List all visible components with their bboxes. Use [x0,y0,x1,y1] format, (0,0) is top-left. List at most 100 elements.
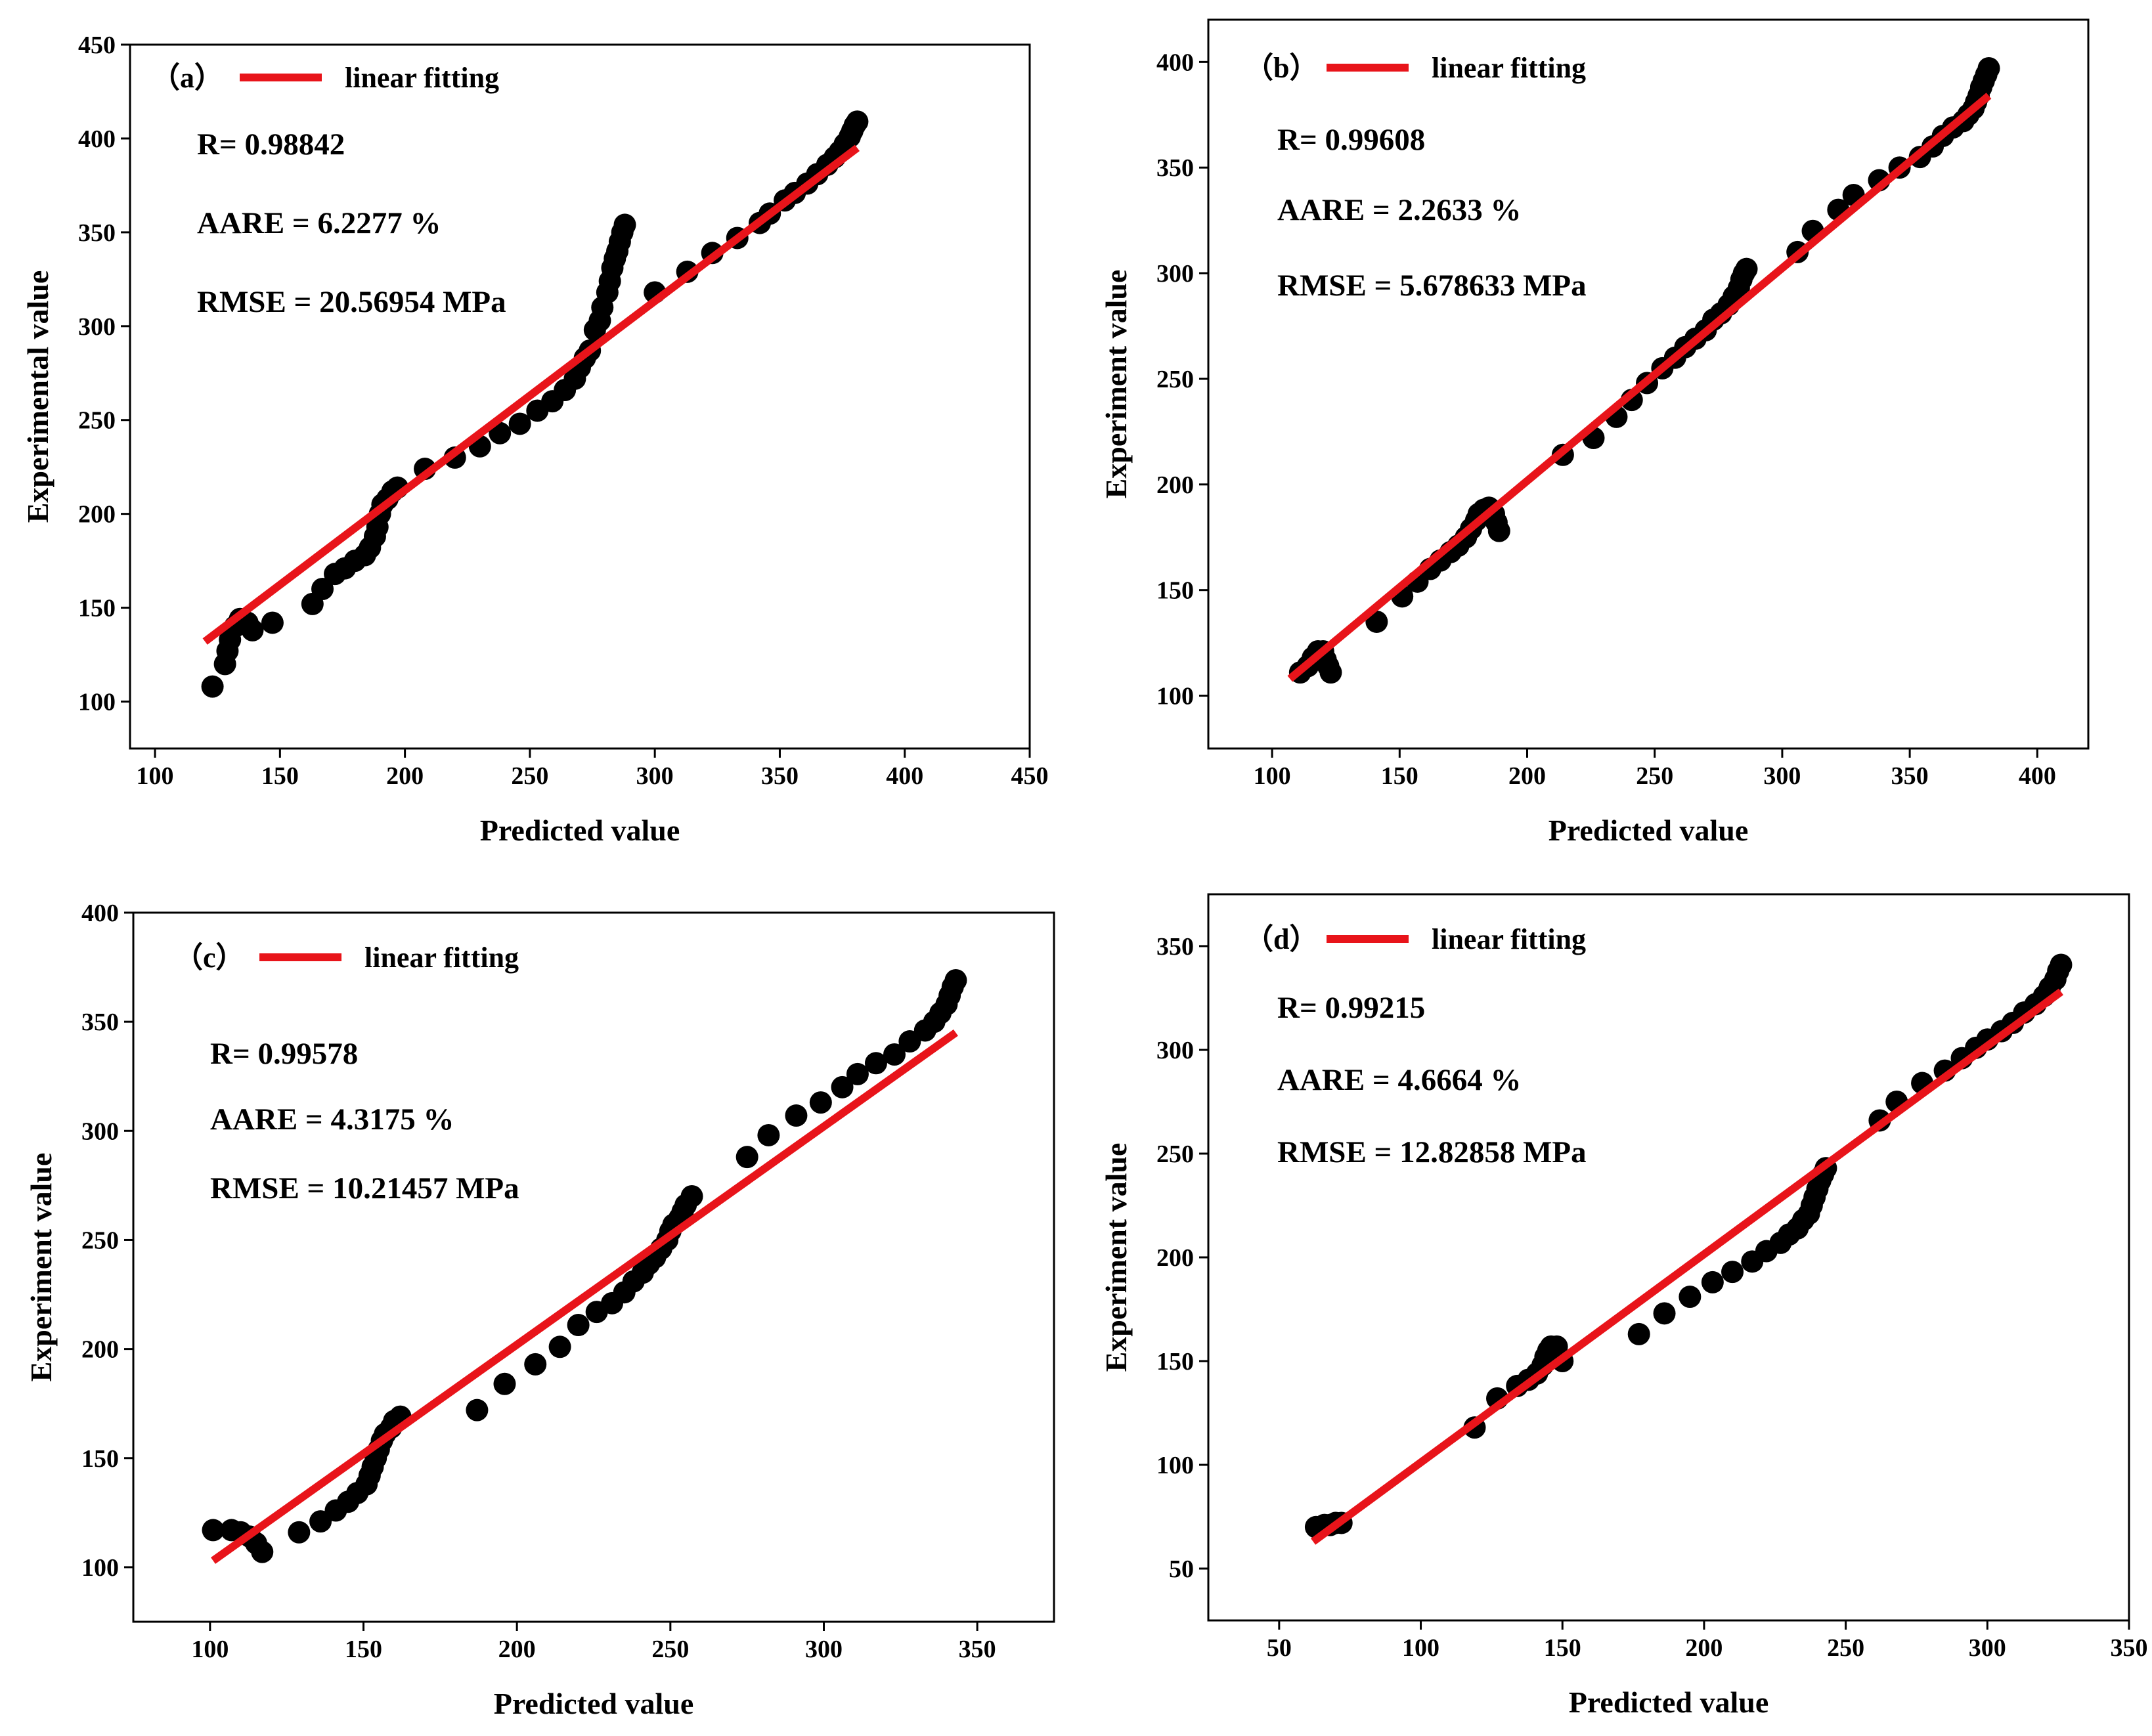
data-point [567,1314,590,1337]
y-tick-label: 150 [78,595,116,622]
y-axis-title: Experiment value [24,1153,58,1382]
y-tick-label: 100 [1156,1452,1194,1479]
x-tick-label: 450 [1011,762,1049,790]
x-tick-label: 100 [191,1636,229,1663]
legend-label: linear fitting [1432,52,1586,84]
data-point [1653,1302,1676,1325]
y-tick-label: 200 [1156,1244,1194,1272]
x-tick-label: 300 [1969,1634,2006,1662]
stat-rmse: RMSE = 12.82858 MPa [1277,1135,1587,1169]
y-tick-label: 200 [1156,471,1194,499]
x-tick-label: 300 [636,762,674,790]
stat-r: R= 0.98842 [197,127,345,162]
y-axis-title: Experiment value [1099,1143,1133,1372]
data-point [311,578,334,601]
y-tick-label: 300 [1156,1037,1194,1064]
y-tick-label: 300 [1156,260,1194,288]
y-tick-label: 250 [81,1226,119,1254]
x-tick-label: 200 [386,762,424,790]
x-tick-label: 250 [1636,762,1673,790]
panel-label: （a） [151,62,223,94]
data-point [288,1521,311,1544]
data-point [785,1104,808,1127]
data-point [508,412,531,435]
chart-panel-a: 100 150 200 250 300 350 400 450 100 150 200 250 300 3… [21,32,1049,847]
stat-rmse: RMSE = 10.21457 MPa [210,1171,519,1205]
chart-panel-d: 50 100 150 200 250 300 350 50 100 150 200 250 300 350… [1099,893,2148,1719]
x-tick-label: 400 [886,762,923,790]
stat-aare: AARE = 2.2633 % [1277,193,1521,227]
y-tick-label: 100 [78,689,116,716]
x-axis-title: Predicted value [494,1687,693,1720]
x-tick-label: 250 [651,1636,689,1663]
stat-aare: AARE = 4.3175 % [210,1102,454,1137]
x-tick-label: 50 [1267,1634,1292,1662]
y-tick-label: 400 [78,125,116,153]
y-tick-label: 200 [81,1336,119,1364]
y-tick-label: 400 [81,900,119,927]
data-point [251,1540,274,1563]
x-axis-title: Predicted value [480,814,680,847]
y-axis-title: Experimental value [21,271,55,523]
data-point [489,422,512,445]
data-point [1679,1286,1702,1309]
stat-r: R= 0.99578 [210,1037,358,1071]
x-axis-title: Predicted value [1548,814,1748,847]
x-tick-label: 350 [761,762,799,790]
data-point [680,1185,703,1207]
y-tick-label: 150 [1156,577,1194,605]
panel-label: （b） [1244,52,1318,84]
data-point [846,1062,869,1085]
x-tick-label: 150 [1544,1634,1581,1662]
x-tick-label: 350 [1891,762,1929,790]
data-point [944,969,967,992]
y-tick-label: 350 [1156,154,1194,182]
y-tick-label: 450 [78,32,116,59]
data-point [809,1091,832,1114]
data-point [1735,257,1758,280]
data-point [201,675,224,698]
y-tick-label: 300 [78,313,116,341]
y-tick-label: 350 [1156,933,1194,961]
y-axis-title: Experiment value [1099,270,1133,499]
x-tick-label: 200 [498,1636,536,1663]
stat-rmse: RMSE = 5.678633 MPa [1277,269,1587,303]
x-axis-title: Predicted value [1569,1685,1768,1719]
data-point [466,1399,489,1421]
y-tick-label: 50 [1169,1555,1194,1583]
fit-line [211,1029,958,1564]
data-point [261,611,284,634]
data-point [1701,1270,1724,1293]
x-tick-label: 100 [1402,1634,1439,1662]
data-point [493,1372,516,1395]
data-point [736,1146,758,1169]
x-tick-label: 100 [1254,762,1291,790]
x-tick-label: 250 [1827,1634,1864,1662]
y-tick-label: 150 [1156,1348,1194,1376]
y-tick-label: 150 [81,1445,119,1473]
y-tick-label: 200 [78,501,116,529]
data-point [883,1043,906,1066]
stat-r: R= 0.99608 [1277,123,1425,157]
x-tick-label: 400 [2019,762,2056,790]
x-tick-label: 300 [1763,762,1801,790]
data-point [864,1052,887,1075]
x-tick-label: 100 [137,762,174,790]
legend-label: linear fitting [345,62,499,94]
data-point [548,1335,571,1358]
y-tick-label: 250 [78,407,116,435]
data-point [1319,661,1342,684]
x-tick-label: 200 [1685,1634,1723,1662]
stat-aare: AARE = 4.6664 % [1277,1063,1521,1097]
chart-panel-b: 100 150 200 250 300 350 400 100 150 200 250 300 350 4… [1099,18,2090,847]
y-tick-label: 350 [81,1009,119,1036]
x-tick-label: 200 [1508,762,1546,790]
x-tick-label: 300 [805,1636,843,1663]
fit-line [202,144,860,645]
chart-panel-c: 100 150 200 250 300 350 100 150 200 250 300 350 400 P… [24,900,1055,1720]
plot-frame [1207,18,2090,750]
x-tick-label: 150 [261,762,299,790]
y-tick-label: 300 [81,1118,119,1145]
x-tick-label: 250 [511,762,548,790]
